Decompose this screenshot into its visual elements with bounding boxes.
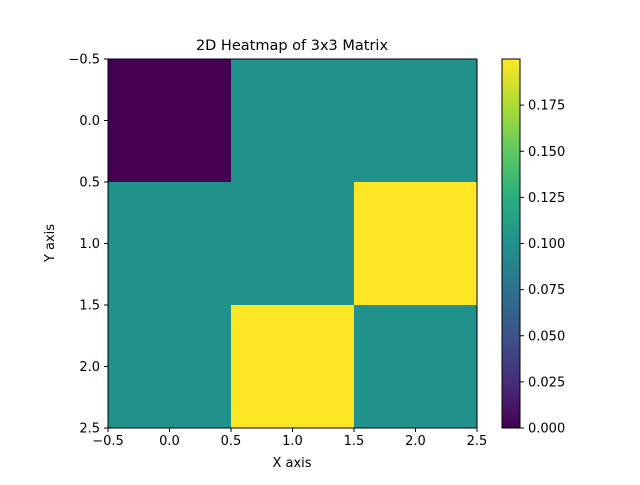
colorbar-tick-label: 0.075 (528, 283, 565, 298)
y-tick-label: 2.0 (79, 360, 100, 375)
y-axis-ticks: −0.5 0.0 0.5 1.0 1.5 2.0 2.5 (68, 53, 108, 437)
heatmap-cell (231, 305, 354, 428)
heatmap-cell (231, 59, 354, 182)
x-tick-label: 2.5 (467, 434, 488, 449)
y-tick-label: 2.5 (79, 422, 100, 437)
x-tick-label: 2.0 (405, 434, 426, 449)
heatmap-cell (108, 305, 231, 428)
x-tick-label: −0.5 (92, 434, 124, 449)
colorbar-ticks: 0.000 0.025 0.050 0.075 0.100 0.125 0.150 0.175 (520, 99, 565, 437)
y-tick-label: 0.5 (79, 176, 100, 191)
colorbar-tick-label: 0.100 (528, 237, 565, 252)
heatmap-cell (108, 182, 231, 305)
colorbar (501, 58, 521, 429)
heatmap-cell (354, 182, 477, 305)
x-tick-label: 0.0 (159, 434, 180, 449)
x-tick-label: 0.5 (221, 434, 242, 449)
heatmap-cells (108, 59, 477, 428)
x-tick-label: 1.0 (282, 434, 303, 449)
x-axis-ticks: −0.5 0.0 0.5 1.0 1.5 2.0 2.5 (92, 428, 487, 449)
heatmap-cell (354, 59, 477, 182)
colorbar-tick-label: 0.000 (528, 422, 565, 437)
y-tick-label: 1.5 (79, 299, 100, 314)
colorbar-tick-label: 0.025 (528, 375, 565, 390)
colorbar-tick-label: 0.125 (528, 191, 565, 206)
heatmap-cell (231, 182, 354, 305)
y-tick-label: 1.0 (79, 237, 100, 252)
y-tick-label: −0.5 (68, 53, 100, 68)
chart-title: 2D Heatmap of 3x3 Matrix (196, 38, 389, 54)
heatmap-cell (354, 305, 477, 428)
colorbar-tick-label: 0.150 (528, 145, 565, 160)
colorbar-tick-label: 0.175 (528, 99, 565, 114)
y-tick-label: 0.0 (79, 114, 100, 129)
x-axis-label: X axis (272, 456, 311, 471)
colorbar-tick-label: 0.050 (528, 329, 565, 344)
heatmap-cell (108, 59, 231, 182)
x-tick-label: 1.5 (344, 434, 365, 449)
y-axis-label: Y axis (43, 224, 58, 263)
